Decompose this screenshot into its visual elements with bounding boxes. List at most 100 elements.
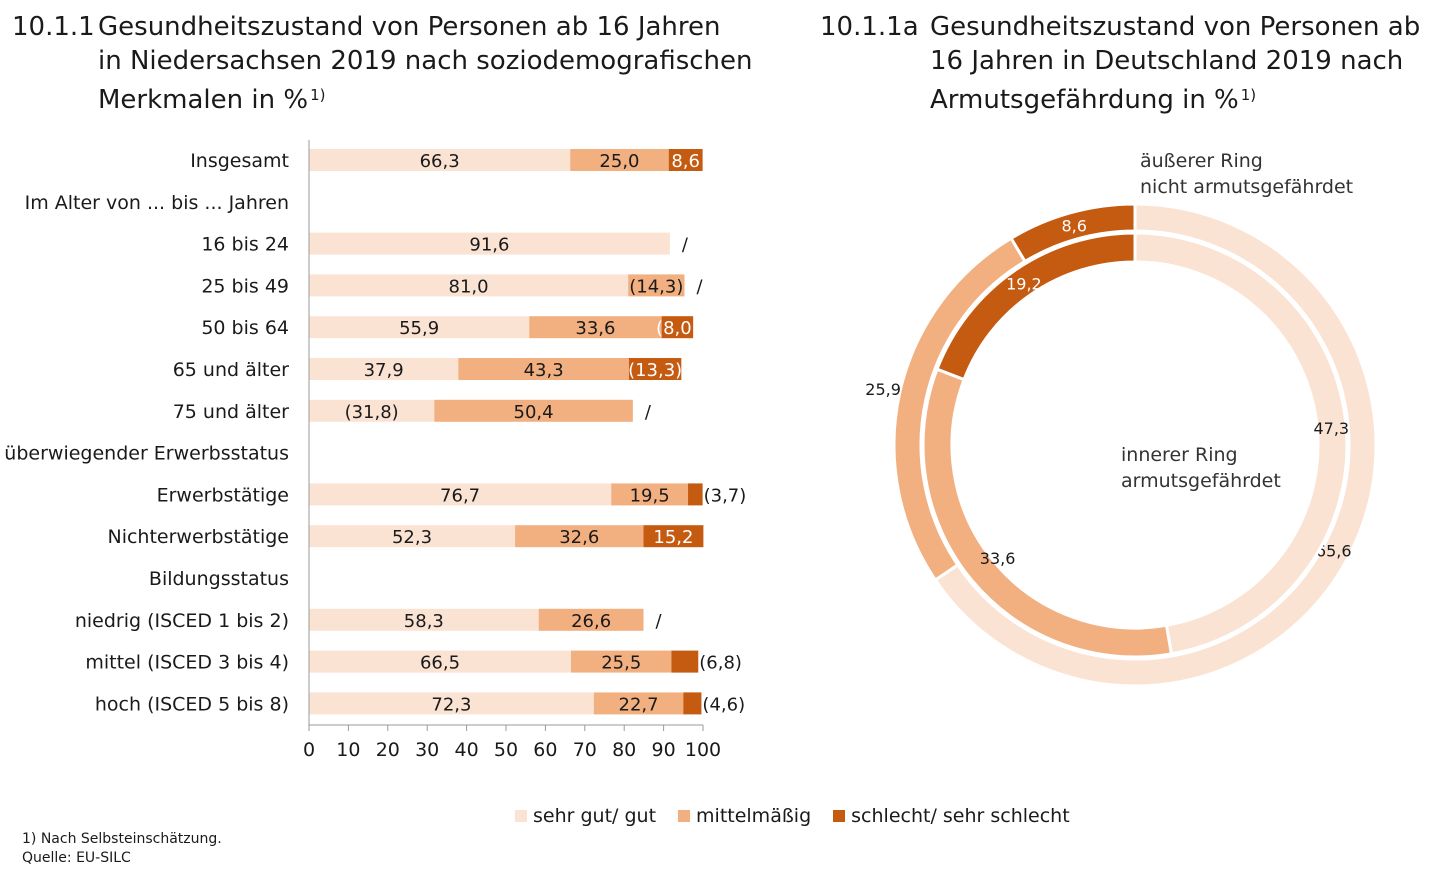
group-header-label: Im Alter von ... bis ... Jahren bbox=[25, 192, 289, 214]
bar-value-label: (31,8) bbox=[345, 402, 399, 423]
bar-chart-title-line-3: Merkmalen in % 1) bbox=[98, 85, 326, 115]
bar-outside-label: / bbox=[682, 235, 689, 256]
bar-segment-medium bbox=[515, 525, 644, 548]
x-tick-label: 60 bbox=[533, 739, 557, 761]
outer-ring-value-label: 65,6 bbox=[1316, 541, 1352, 560]
legend-label-good: sehr gut/ gut bbox=[533, 805, 657, 827]
footnotes: 1) Nach Selbsteinschätzung. Quelle: EU-S… bbox=[22, 830, 222, 868]
category-label: niedrig (ISCED 1 bis 2) bbox=[75, 610, 289, 632]
bar-segment-medium bbox=[529, 316, 662, 339]
inner-ring-label-line-2: armutsgefährdet bbox=[1121, 470, 1281, 492]
chart-legend: sehr gut/ gut mittelmäßig schlecht/ sehr… bbox=[515, 805, 1092, 827]
bar-segment-bad bbox=[688, 483, 703, 506]
bar-segment-good bbox=[309, 692, 594, 715]
x-tick-label: 50 bbox=[494, 739, 518, 761]
category-label: 25 bis 49 bbox=[201, 275, 289, 297]
outer-ring-value-label: 25,9 bbox=[865, 380, 901, 399]
bar-segment-good bbox=[309, 149, 571, 171]
category-label: mittel (ISCED 3 bis 4) bbox=[85, 652, 289, 674]
bar-outside-label: (3,7) bbox=[704, 485, 747, 506]
bar-segment-bad bbox=[683, 692, 702, 715]
category-label: 65 und älter bbox=[173, 359, 289, 381]
legend-swatch-medium bbox=[678, 810, 691, 822]
donut-chart-title-line-3: Armutsgefährdung in % 1) bbox=[930, 85, 1257, 115]
bar-chart-number: 10.1.1 bbox=[12, 12, 95, 42]
bar-segment-medium bbox=[593, 692, 684, 715]
legend-item-good: sehr gut/ gut bbox=[515, 805, 656, 827]
bar-segment-medium bbox=[458, 358, 629, 380]
bar-chart-title: Gesundheitszustand von Personen ab 16 Ja… bbox=[98, 10, 753, 117]
bar-value-label: 15,2 bbox=[653, 527, 693, 548]
category-label: 50 bis 64 bbox=[201, 317, 289, 339]
bar-value-label: 72,3 bbox=[431, 694, 471, 715]
bar-value-label: (8,0) bbox=[656, 318, 699, 339]
bar-segment-good bbox=[309, 274, 629, 297]
donut-chart-footnote-mark: 1) bbox=[1240, 86, 1257, 104]
bar-segment-good bbox=[309, 399, 435, 422]
category-label: Erwerbstätige bbox=[157, 484, 289, 506]
group-header-label: Bildungsstatus bbox=[149, 568, 289, 590]
inner-ring-label-line-1: innerer Ring bbox=[1121, 444, 1238, 466]
x-tick-label: 20 bbox=[376, 739, 400, 761]
bar-value-label: 76,7 bbox=[440, 485, 480, 506]
bar-value-label: 55,9 bbox=[399, 318, 439, 339]
bar-segment-good bbox=[309, 358, 459, 380]
bar-value-label: (14,3) bbox=[629, 276, 683, 297]
bar-outside-label: / bbox=[645, 402, 652, 423]
bar-segment-bad bbox=[643, 525, 704, 548]
bar-value-label: 25,5 bbox=[601, 653, 641, 674]
group-header-label: überwiegender Erwerbsstatus bbox=[4, 443, 289, 465]
x-tick-label: 10 bbox=[336, 739, 360, 761]
legend-swatch-good bbox=[515, 810, 527, 822]
inner-ring-value-label: 47,3 bbox=[1313, 419, 1349, 438]
x-tick-label: 90 bbox=[652, 739, 676, 761]
footnote-text: 1) Nach Selbsteinschätzung. bbox=[22, 831, 222, 847]
bar-value-label: 58,3 bbox=[404, 611, 444, 632]
inner-ring-value-label: 19,2 bbox=[1006, 275, 1042, 294]
donut-chart-title: Gesundheitszustand von Personen ab 16 Ja… bbox=[930, 10, 1420, 117]
bar-chart-footnote-mark: 1) bbox=[310, 86, 326, 104]
donut-chart-number: 10.1.1a bbox=[820, 12, 919, 42]
bar-segment-medium bbox=[611, 483, 689, 506]
bar-value-label: (13,3) bbox=[628, 360, 682, 381]
bar-segment-good bbox=[309, 650, 572, 673]
bar-value-label: 33,6 bbox=[575, 318, 615, 339]
category-label: Insgesamt bbox=[190, 150, 289, 172]
bar-value-label: 81,0 bbox=[449, 276, 489, 297]
source-text: Quelle: EU-SILC bbox=[22, 850, 131, 866]
inner-ring-segment-bad bbox=[935, 231, 1137, 382]
bar-outside-label: (6,8) bbox=[699, 653, 742, 674]
bar-segment-medium bbox=[571, 650, 672, 673]
x-tick-label: 80 bbox=[612, 739, 636, 761]
bar-segment-medium bbox=[628, 274, 685, 297]
bar-segment-medium bbox=[570, 149, 669, 171]
legend-item-medium: mittelmäßig bbox=[678, 805, 811, 827]
bar-segment-bad bbox=[661, 316, 694, 339]
x-tick-label: 70 bbox=[573, 739, 597, 761]
outer-ring-label-line-2: nicht armutsgefährdet bbox=[1140, 176, 1353, 198]
category-label: 75 und älter bbox=[173, 401, 289, 423]
bar-chart-title-line-2: in Niedersachsen 2019 nach soziodemograf… bbox=[98, 46, 753, 76]
bar-value-label: 19,5 bbox=[630, 485, 670, 506]
outer-ring-label-line-1: äußerer Ring bbox=[1140, 150, 1263, 172]
bar-segment-good bbox=[309, 525, 516, 548]
double-ring-donut-chart: 65,6 25,9 8,6 47,3 33,6 19,2 äußerer Ring nicht… bbox=[865, 150, 1378, 688]
bar-value-label: 91,6 bbox=[469, 235, 509, 256]
donut-chart-title-line-1: Gesundheitszustand von Personen ab bbox=[930, 12, 1421, 42]
bar-outside-label: / bbox=[656, 611, 663, 632]
bar-segment-good bbox=[309, 232, 670, 255]
bar-value-label: 37,9 bbox=[364, 360, 404, 381]
bar-segment-medium bbox=[434, 399, 633, 422]
x-tick-label: 100 bbox=[685, 739, 721, 761]
category-label: hoch (ISCED 5 bis 8) bbox=[95, 693, 289, 715]
bar-value-label: 26,6 bbox=[571, 611, 611, 632]
category-label: Nichterwerbstätige bbox=[107, 526, 289, 548]
bar-value-label: 32,6 bbox=[559, 527, 599, 548]
inner-ring-segment-medium bbox=[921, 367, 1174, 659]
bar-segment-bad bbox=[668, 149, 703, 171]
bar-value-label: 66,3 bbox=[420, 151, 460, 172]
bar-value-label: 25,0 bbox=[599, 151, 639, 172]
bar-value-label: 43,3 bbox=[524, 360, 564, 381]
donut-chart-title-line-2: 16 Jahren in Deutschland 2019 nach bbox=[930, 46, 1404, 76]
bar-segment-good bbox=[309, 316, 530, 339]
